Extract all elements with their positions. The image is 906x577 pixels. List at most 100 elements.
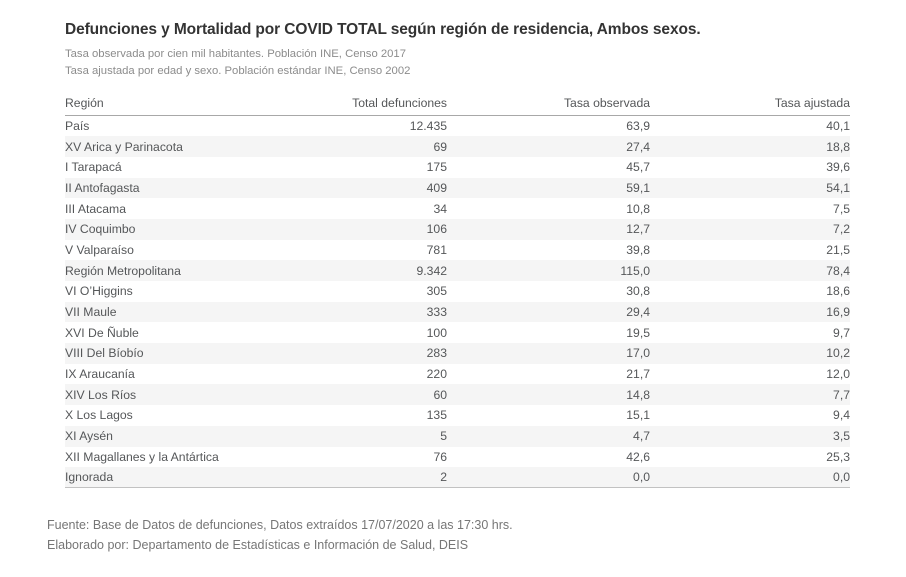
value-cell: 15,1 <box>626 408 650 423</box>
value-cell: 2 <box>440 470 447 485</box>
value-cell: 76 <box>433 449 447 464</box>
table-row: País 12.435 63,9 40,1 <box>65 116 850 137</box>
value-cell: 18,8 <box>826 139 850 154</box>
value-cell: 0,0 <box>633 470 650 485</box>
value-cell: 5 <box>440 429 447 444</box>
value-cell: 14,8 <box>626 387 650 402</box>
report-footer: Fuente: Base de Datos de defunciones, Da… <box>47 515 906 555</box>
table-row: III Atacama 34 10,8 7,5 <box>65 198 850 219</box>
column-header-tasa-observada: Tasa observada <box>447 94 650 116</box>
value-cell: 9,4 <box>833 408 850 423</box>
table-row: XI Aysén 5 4,7 3,5 <box>65 425 850 447</box>
value-cell: 3,5 <box>833 429 850 444</box>
value-cell: 19,5 <box>626 325 650 340</box>
table-row: XIV Los Ríos 60 14,8 7,7 <box>65 384 850 406</box>
table-row: IX Araucanía 220 21,7 12,0 <box>65 364 850 385</box>
value-cell: 409 <box>426 180 447 195</box>
value-cell: 30,8 <box>626 284 650 299</box>
table-row: XII Magallanes y la Antártica 76 42,6 25,3 <box>65 447 850 468</box>
table-row: X Los Lagos 135 15,1 9,4 <box>65 405 850 426</box>
value-cell: 63,9 <box>626 119 650 134</box>
value-cell: 16,9 <box>826 305 850 320</box>
column-header-region: Región <box>65 94 310 116</box>
page-title: Defunciones y Mortalidad por COVID TOTAL… <box>65 21 701 38</box>
region-cell: XII Magallanes y la Antártica <box>65 449 219 464</box>
value-cell: 283 <box>426 346 447 361</box>
table-row: II Antofagasta 409 59,1 54,1 <box>65 177 850 199</box>
table-row: IV Coquimbo 106 12,7 7,2 <box>65 218 850 240</box>
column-header-tasa-ajustada: Tasa ajustada <box>650 94 850 116</box>
table-row: XVI De Ñuble 100 19,5 9,7 <box>65 322 850 343</box>
table-row: V Valparaíso 781 39,8 21,5 <box>65 240 850 261</box>
region-cell: VII Maule <box>65 305 117 320</box>
region-cell: IX Araucanía <box>65 367 135 382</box>
value-cell: 106 <box>426 222 447 237</box>
value-cell: 135 <box>426 408 447 423</box>
region-cell: VIII Del Bíobío <box>65 346 144 361</box>
value-cell: 305 <box>426 284 447 299</box>
region-cell: XV Arica y Parinacota <box>65 139 183 154</box>
footer-source-line: Fuente: Base de Datos de defunciones, Da… <box>47 518 513 533</box>
subtitle-observed-rate: Tasa observada por cien mil habitantes. … <box>65 48 406 60</box>
value-cell: 60 <box>433 387 447 402</box>
value-cell: 42,6 <box>626 449 650 464</box>
value-cell: 29,4 <box>626 305 650 320</box>
value-cell: 0,0 <box>833 470 850 485</box>
value-cell: 59,1 <box>626 180 650 195</box>
value-cell: 7,2 <box>833 222 850 237</box>
region-cell: II Antofagasta <box>65 180 140 195</box>
region-cell: I Tarapacá <box>65 160 122 175</box>
value-cell: 7,5 <box>833 201 850 216</box>
value-cell: 40,1 <box>826 119 850 134</box>
table-row: VII Maule 333 29,4 16,9 <box>65 301 850 323</box>
mortality-table: Región Total defunciones Tasa observada Tas… <box>65 94 850 489</box>
value-cell: 17,0 <box>626 346 650 361</box>
value-cell: 21,5 <box>826 242 850 257</box>
value-cell: 4,7 <box>633 429 650 444</box>
region-cell: VI O’Higgins <box>65 284 133 299</box>
value-cell: 18,6 <box>826 284 850 299</box>
value-cell: 78,4 <box>826 263 850 278</box>
table-row: Ignorada 2 0,0 0,0 <box>65 467 850 488</box>
value-cell: 69 <box>433 139 447 154</box>
value-cell: 25,3 <box>826 449 850 464</box>
table-row: VIII Del Bíobío 283 17,0 10,2 <box>65 343 850 364</box>
value-cell: 115,0 <box>620 263 650 278</box>
value-cell: 21,7 <box>626 367 650 382</box>
value-cell: 9.342 <box>416 263 448 278</box>
value-cell: 12,7 <box>626 222 650 237</box>
value-cell: 10,8 <box>626 201 650 216</box>
region-cell: X Los Lagos <box>65 408 133 423</box>
region-cell: Región Metropolitana <box>65 263 181 278</box>
region-cell: V Valparaíso <box>65 242 134 257</box>
region-cell: XVI De Ñuble <box>65 325 139 340</box>
subtitle-adjusted-rate: Tasa ajustada por edad y sexo. Población… <box>65 64 411 77</box>
table-row: VI O’Higgins 305 30,8 18,6 <box>65 281 850 302</box>
value-cell: 220 <box>426 367 447 382</box>
value-cell: 9,7 <box>833 325 850 340</box>
region-cell: País <box>65 119 90 134</box>
value-cell: 27,4 <box>626 139 650 154</box>
value-cell: 54,1 <box>826 180 850 195</box>
footer-elaborated-line: Elaborado por: Departamento de Estadísti… <box>47 538 469 553</box>
value-cell: 39,8 <box>626 242 650 257</box>
value-cell: 175 <box>426 160 447 175</box>
table-body: País 12.435 63,9 40,1 XV Arica y Parinacota 6… <box>65 116 850 488</box>
value-cell: 12.435 <box>409 119 447 134</box>
column-header-total-defunciones: Total defunciones <box>310 94 447 116</box>
region-cell: Ignorada <box>65 470 114 485</box>
region-cell: III Atacama <box>65 201 126 216</box>
region-cell: IV Coquimbo <box>65 222 136 237</box>
value-cell: 100 <box>426 325 447 340</box>
table-header-row: Región Total defunciones Tasa observada Tas… <box>65 94 850 116</box>
value-cell: 333 <box>426 305 447 320</box>
value-cell: 781 <box>426 242 447 257</box>
value-cell: 34 <box>433 201 447 216</box>
value-cell: 39,6 <box>826 160 850 175</box>
region-cell: XI Aysén <box>65 429 113 444</box>
value-cell: 10,2 <box>826 346 850 361</box>
value-cell: 12,0 <box>826 367 850 382</box>
table-row: XV Arica y Parinacota 69 27,4 18,8 <box>65 136 850 157</box>
value-cell: 7,7 <box>833 387 850 402</box>
table-row: I Tarapacá 175 45,7 39,6 <box>65 157 850 178</box>
